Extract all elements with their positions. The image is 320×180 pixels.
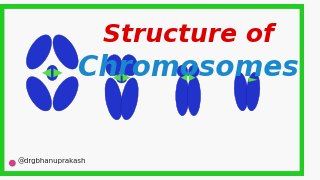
Ellipse shape	[187, 76, 201, 116]
Ellipse shape	[26, 35, 52, 69]
FancyBboxPatch shape	[1, 5, 303, 175]
Ellipse shape	[105, 78, 122, 120]
Ellipse shape	[26, 77, 52, 111]
Polygon shape	[189, 74, 196, 81]
Text: Structure of: Structure of	[103, 23, 274, 47]
Ellipse shape	[176, 76, 189, 116]
Ellipse shape	[121, 78, 138, 120]
Ellipse shape	[53, 77, 78, 111]
Ellipse shape	[106, 55, 122, 76]
Ellipse shape	[9, 159, 16, 167]
Ellipse shape	[246, 72, 260, 111]
Polygon shape	[123, 74, 130, 82]
Ellipse shape	[234, 72, 248, 111]
Polygon shape	[249, 78, 257, 82]
Polygon shape	[113, 74, 121, 82]
Ellipse shape	[53, 35, 78, 69]
Polygon shape	[53, 68, 62, 77]
Ellipse shape	[46, 65, 58, 80]
Ellipse shape	[122, 55, 138, 76]
Ellipse shape	[116, 72, 127, 83]
Polygon shape	[181, 74, 187, 81]
Text: @drgbhanuprakash: @drgbhanuprakash	[17, 157, 86, 164]
Text: Chromosomes: Chromosomes	[78, 54, 299, 82]
Ellipse shape	[177, 65, 188, 77]
Polygon shape	[42, 68, 51, 77]
Ellipse shape	[188, 65, 199, 77]
